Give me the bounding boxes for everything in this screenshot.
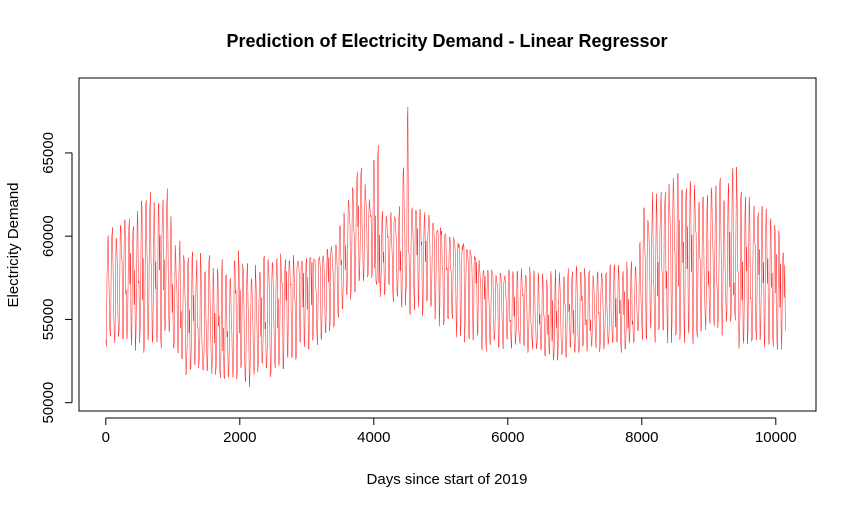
plot-frame <box>78 77 817 412</box>
y-tick-label: 60000 <box>40 215 57 257</box>
x-axis: 0 2000 4000 6000 8000 10000 <box>102 417 797 446</box>
x-tick-label: 10000 <box>755 429 797 446</box>
y-axis-label: Electricity Demand <box>5 182 22 307</box>
series-layer <box>105 106 786 387</box>
series-line <box>105 106 786 387</box>
y-tick-label: 50000 <box>40 382 57 424</box>
x-axis-label: Days since start of 2019 <box>367 471 528 488</box>
x-tick-label: 4000 <box>357 429 390 446</box>
x-tick-label: 8000 <box>625 429 658 446</box>
x-tick-label: 6000 <box>491 429 524 446</box>
x-tick-label: 0 <box>102 429 110 446</box>
y-axis: 50000 55000 60000 65000 <box>40 132 73 424</box>
x-tick-label: 2000 <box>223 429 256 446</box>
chart-title: Prediction of Electricity Demand - Linea… <box>226 31 667 51</box>
y-tick-label: 55000 <box>40 299 57 341</box>
y-tick-label: 65000 <box>40 132 57 174</box>
